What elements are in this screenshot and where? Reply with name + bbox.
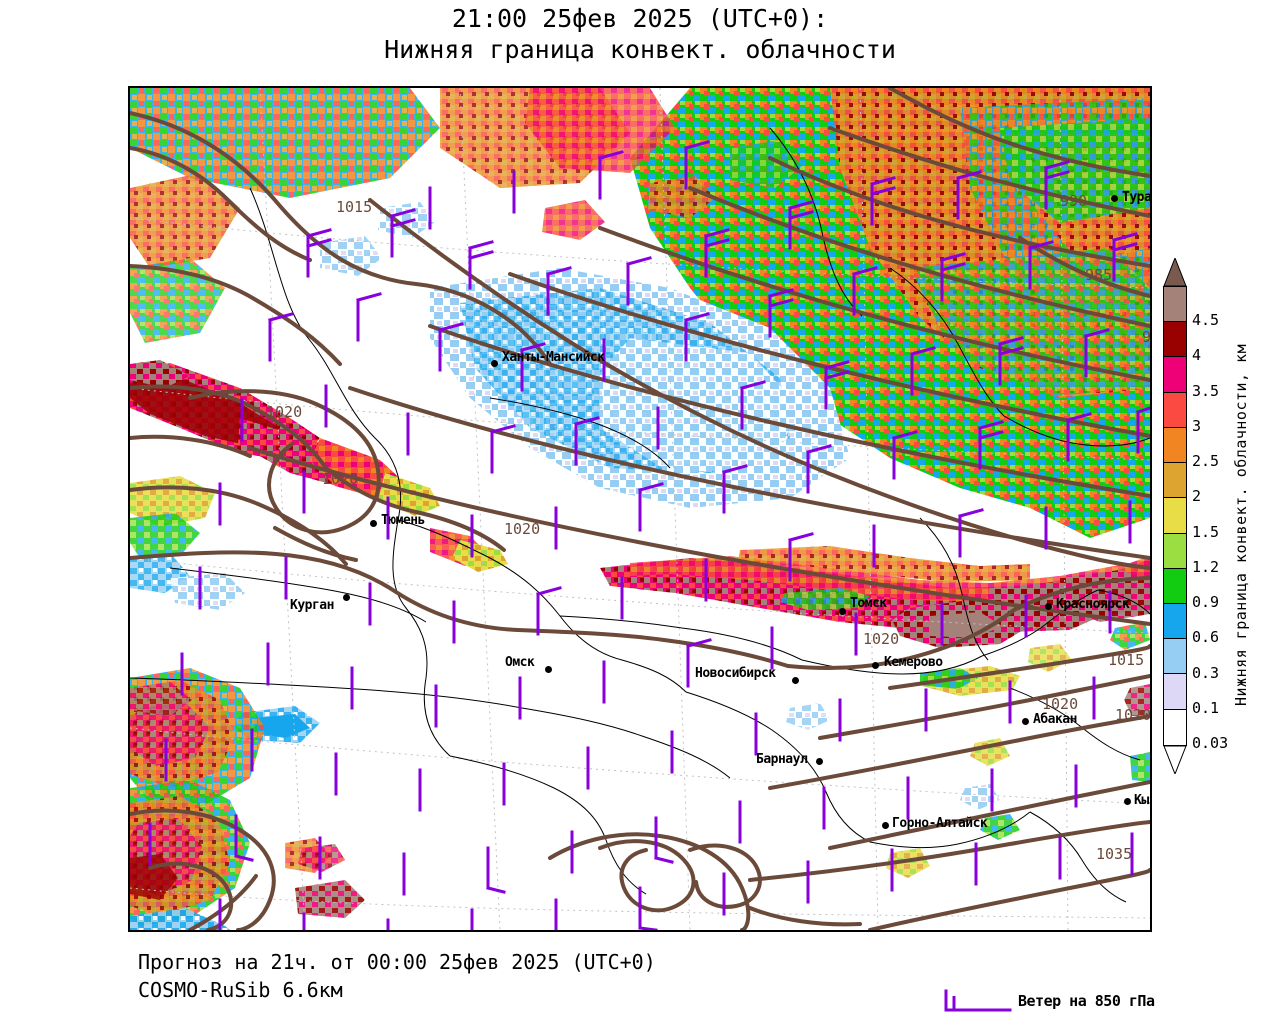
colorbar-tick-2: 2	[1192, 487, 1202, 506]
city-marker	[792, 677, 799, 684]
city-label: Омск	[505, 655, 535, 670]
colorbar-band-0.6	[1164, 603, 1186, 640]
colorbar-band-3.5	[1164, 357, 1186, 393]
colorbar-tick-1.5: 1.5	[1192, 522, 1220, 541]
title-datetime: 21:00 25фев 2025 (UTC+0):	[451, 4, 829, 33]
wind-legend: Ветер на 850 гПа	[940, 988, 1270, 1018]
wind-legend-label: Ветер на 850 гПа	[1018, 992, 1155, 1010]
colorbar-band-4.5	[1164, 287, 1186, 323]
colorbar-tick-labels: 4.5 4 3.5 3 2.5 2 1.5 1.2 0.9 0.6 0.3 0.1 0.03	[1190, 286, 1250, 756]
colorbar-band-0.1	[1164, 674, 1186, 710]
colorbar-under-arrow	[1163, 745, 1187, 774]
city-marker	[343, 594, 350, 601]
city-label: Красноярск	[1056, 597, 1130, 612]
forecast-validity-text: Прогноз на 21ч. от 00:00 25фев 2025 (UTC…	[138, 950, 656, 974]
isobar-label: 1035	[1096, 845, 1133, 863]
colorbar-band-4	[1164, 322, 1186, 358]
wind-barbs-850hpa	[148, 140, 1150, 930]
colorbar-band-3	[1164, 392, 1186, 428]
city-label: Томск	[850, 596, 887, 611]
city-marker	[816, 758, 823, 765]
isobar-label: 1020	[504, 520, 541, 538]
colorbar-tick-3.5: 3.5	[1192, 381, 1220, 400]
city-label: Горно-Алтайск	[892, 816, 988, 831]
isobar-label: 1020	[863, 630, 900, 648]
city-label: Кызыл	[1134, 793, 1150, 808]
city-label: Ханты-Мансийск	[502, 350, 605, 365]
colorbar-tick-4.5: 4.5	[1192, 311, 1220, 330]
city-label: Новосибирск	[695, 666, 776, 681]
colorbar-tick-4: 4	[1192, 346, 1202, 365]
city-marker	[545, 666, 552, 673]
city-marker	[839, 608, 846, 615]
colorbar-band-1.2	[1164, 533, 1186, 569]
isobar-label: 1020	[266, 403, 303, 421]
city-label: Тюмень	[381, 513, 425, 528]
title-parameter: Нижняя граница конвект. облачности	[384, 35, 896, 64]
colorbar-tick-0.03: 0.03	[1192, 734, 1229, 752]
model-name-text: COSMO-RuSib 6.6км	[138, 978, 343, 1002]
administrative-borders	[130, 127, 1150, 903]
city-label: Тура	[1122, 190, 1152, 205]
colorbar-bands	[1163, 286, 1187, 746]
isobar-lines	[130, 88, 1150, 930]
colorbar-over-arrow	[1163, 258, 1187, 287]
city-label: Курган	[290, 598, 334, 613]
colorbar-tick-0.3: 0.3	[1192, 663, 1220, 682]
city-label: Барнаул	[756, 752, 808, 767]
isobar-label: 1015	[1108, 651, 1145, 669]
colorbar-tick-3: 3	[1192, 416, 1202, 435]
footer: Прогноз на 21ч. от 00:00 25фев 2025 (UTC…	[138, 948, 1038, 1004]
isobar-label: 1020	[322, 470, 359, 488]
wind-barb-icon	[944, 989, 1012, 1012]
colorbar-axis-title: Нижняя граница конвект. облачности, км	[1232, 343, 1250, 707]
colorbar-band-2.5	[1164, 427, 1186, 464]
colorbar-tick-0.9: 0.9	[1192, 593, 1220, 612]
isobar-label: 1020	[1042, 695, 1079, 713]
city-marker	[1045, 603, 1052, 610]
city-label: Кемерово	[884, 655, 943, 670]
city-marker	[1111, 195, 1118, 202]
city-marker	[370, 520, 377, 527]
map-canvas	[130, 88, 1150, 930]
city-label: Абакан	[1033, 712, 1077, 727]
colorbar-band-2	[1164, 463, 1186, 499]
isobar-label: 1020	[1115, 706, 1152, 724]
colorbar-tick-2.5: 2.5	[1192, 452, 1220, 471]
colorbar-band-0.9	[1164, 568, 1186, 604]
colorbar[interactable]: 4.5 4 3.5 3 2.5 2 1.5 1.2 0.9 0.6 0.3 0.1 0.03	[1160, 258, 1228, 774]
weather-map[interactable]: Тура Ханты-Мансийск Тюмень Курган Омск Томск Н…	[128, 86, 1152, 932]
city-marker	[872, 662, 879, 669]
colorbar-band-1.5	[1164, 498, 1186, 534]
colorbar-tick-1.2: 1.2	[1192, 557, 1220, 576]
colorbar-band-0.3	[1164, 639, 1186, 675]
city-marker	[1022, 718, 1029, 725]
city-marker	[491, 360, 498, 367]
isobar-label: 990	[1060, 192, 1088, 210]
colorbar-tick-0.1: 0.1	[1192, 698, 1220, 717]
isobar-label: 990	[1142, 328, 1152, 346]
isobar-label: 1015	[336, 198, 373, 216]
colorbar-band-0.03	[1164, 709, 1186, 745]
city-marker	[882, 822, 889, 829]
colorbar-tick-0.6: 0.6	[1192, 628, 1220, 647]
page-title: 21:00 25фев 2025 (UTC+0): Нижняя граница…	[0, 4, 1280, 66]
city-marker	[1124, 798, 1131, 805]
isobar-label: 985	[1085, 266, 1113, 284]
